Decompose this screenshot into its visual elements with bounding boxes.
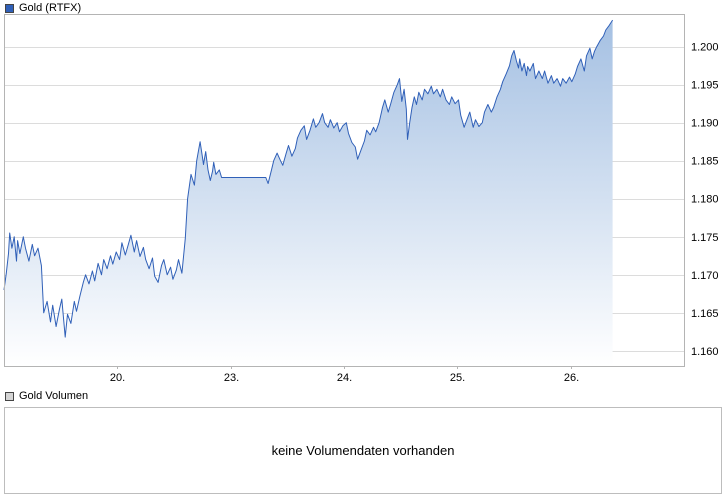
x-axis-labels: 20. 23. 24. 25. 26. [110,366,579,384]
volume-legend: Gold Volumen [5,391,88,402]
svg-text:26.: 26. [564,372,579,384]
svg-text:1.190: 1.190 [691,118,719,130]
price-line [3,19,614,338]
svg-text:1.175: 1.175 [691,232,719,244]
svg-text:1.180: 1.180 [691,194,719,206]
price-chart-svg: 20. 23. 24. 25. 26. 1.200 1.195 1.190 1.185 1.180… [3,14,719,384]
price-legend: Gold (RTFX) [5,3,81,14]
price-series-icon [5,4,14,13]
svg-text:1.160: 1.160 [691,346,719,358]
volume-series-icon [5,392,14,401]
svg-text:24.: 24. [337,372,352,384]
svg-text:1.195: 1.195 [691,80,719,92]
svg-text:20.: 20. [110,372,125,384]
price-legend-label: Gold (RTFX) [19,2,82,14]
volume-empty-message: keine Volumendaten vorhanden [271,443,455,458]
price-chart: 20. 23. 24. 25. 26. 1.200 1.195 1.190 1.185 1.180… [3,14,719,384]
svg-text:25.: 25. [450,372,465,384]
svg-text:23.: 23. [224,372,239,384]
volume-panel: keine Volumendaten vorhanden [4,407,722,494]
svg-text:1.165: 1.165 [691,308,719,320]
svg-text:1.185: 1.185 [691,156,719,168]
volume-legend-label: Gold Volumen [19,390,89,402]
y-axis-labels: 1.200 1.195 1.190 1.185 1.180 1.175 1.170 1.165… [691,42,719,358]
svg-text:1.200: 1.200 [691,42,719,54]
svg-text:1.170: 1.170 [691,270,719,282]
price-area [4,20,613,366]
